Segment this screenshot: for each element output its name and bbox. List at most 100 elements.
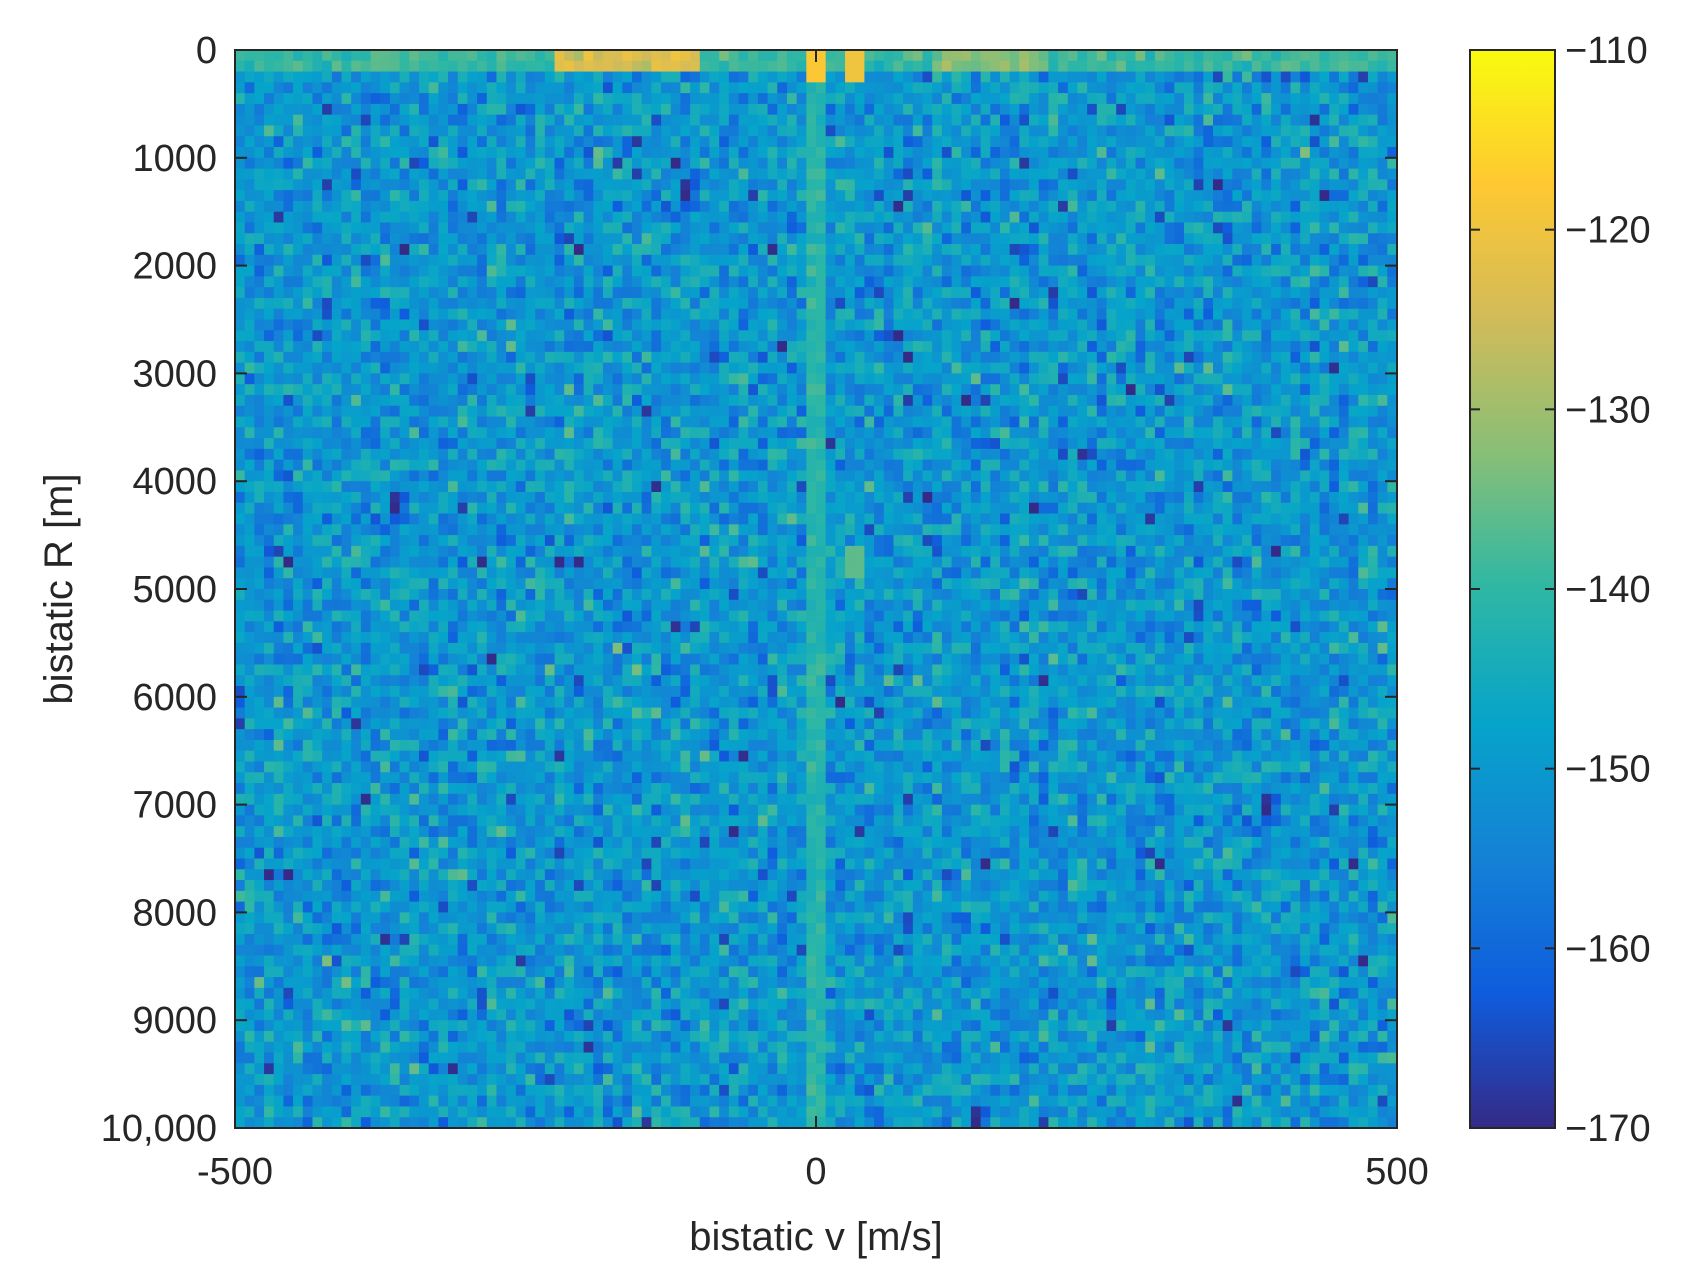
heatmap-cell xyxy=(661,244,672,256)
heatmap-cell xyxy=(651,200,662,213)
heatmap-cell xyxy=(515,265,527,277)
heatmap-cell xyxy=(632,362,643,374)
heatmap-cell xyxy=(767,71,778,83)
heatmap-cell xyxy=(854,136,866,148)
heatmap-cell xyxy=(1174,200,1185,213)
heatmap-cell xyxy=(1377,287,1388,299)
heatmap-cell xyxy=(389,71,401,83)
heatmap-cell xyxy=(418,71,430,83)
heatmap-cell xyxy=(612,71,623,83)
heatmap-cell xyxy=(564,179,575,191)
heatmap-cell xyxy=(1145,459,1156,472)
heatmap-cell xyxy=(757,211,769,224)
heatmap-cell xyxy=(680,416,691,428)
heatmap-cell xyxy=(709,276,720,288)
heatmap-cell xyxy=(903,362,914,374)
heatmap-cell xyxy=(912,233,924,245)
heatmap-cell xyxy=(912,470,924,482)
heatmap-cell xyxy=(854,244,866,256)
heatmap-cell xyxy=(1329,405,1340,418)
heatmap-cell xyxy=(244,276,255,288)
heatmap-cell xyxy=(506,50,517,62)
heatmap-cell xyxy=(1048,351,1059,364)
heatmap-cell xyxy=(322,244,333,256)
heatmap-cell xyxy=(622,297,633,310)
heatmap-cell xyxy=(845,448,856,461)
heatmap-cell xyxy=(1077,125,1088,137)
heatmap-cell xyxy=(370,233,381,245)
heatmap-cell xyxy=(1145,481,1156,493)
heatmap-cell xyxy=(1271,50,1282,62)
heatmap-cell xyxy=(709,168,720,180)
heatmap-cell xyxy=(1300,93,1311,105)
heatmap-cell xyxy=(690,254,701,267)
heatmap-cell xyxy=(273,405,285,418)
heatmap-cell xyxy=(409,470,420,482)
heatmap-cell xyxy=(999,373,1011,385)
heatmap-cell xyxy=(351,211,362,224)
heatmap-cell xyxy=(680,200,691,213)
heatmap-cell xyxy=(535,394,546,407)
heatmap-cell xyxy=(273,222,285,234)
heatmap-cell xyxy=(1116,448,1127,461)
heatmap-cell xyxy=(583,362,594,374)
heatmap-cell xyxy=(477,427,488,439)
heatmap-cell xyxy=(593,297,604,310)
heatmap-cell xyxy=(535,147,546,159)
heatmap-cell xyxy=(816,416,827,428)
heatmap-cell xyxy=(235,244,246,256)
heatmap-cell xyxy=(680,211,691,224)
heatmap-cell xyxy=(738,384,749,396)
heatmap-cell xyxy=(1087,438,1098,450)
heatmap-cell xyxy=(835,50,846,62)
heatmap-cell xyxy=(1222,448,1233,461)
heatmap-cell xyxy=(1222,114,1233,127)
heatmap-cell xyxy=(254,470,265,482)
heatmap-cell xyxy=(1203,168,1214,180)
heatmap-cell xyxy=(486,211,498,224)
heatmap-cell xyxy=(515,416,527,428)
heatmap-cell xyxy=(622,384,633,396)
heatmap-cell xyxy=(496,136,507,148)
heatmap-cell xyxy=(767,438,778,450)
heatmap-cell xyxy=(893,265,904,277)
heatmap-cell xyxy=(670,394,682,407)
heatmap-cell xyxy=(748,491,759,504)
heatmap-cell xyxy=(845,341,856,353)
heatmap-cell xyxy=(380,297,391,310)
heatmap-cell xyxy=(941,405,953,418)
heatmap-cell xyxy=(602,71,614,83)
heatmap-cell xyxy=(283,276,294,288)
heatmap-cell xyxy=(1203,179,1214,191)
heatmap-cell xyxy=(796,297,807,310)
heatmap-cell xyxy=(1251,114,1263,127)
heatmap-cell xyxy=(1377,297,1388,310)
heatmap-cell xyxy=(728,481,740,493)
heatmap-cell xyxy=(1261,190,1272,202)
heatmap-cell xyxy=(564,168,575,180)
heatmap-cell xyxy=(448,362,459,374)
heatmap-cell xyxy=(980,93,991,105)
heatmap-cell xyxy=(680,481,691,493)
heatmap-cell xyxy=(515,438,527,450)
heatmap-cell xyxy=(1096,416,1108,428)
heatmap-cell xyxy=(690,233,701,245)
heatmap-cell xyxy=(1116,71,1127,83)
heatmap-cell xyxy=(564,276,575,288)
heatmap-cell xyxy=(874,427,885,439)
heatmap-cell xyxy=(874,233,885,245)
heatmap-cell xyxy=(680,190,691,202)
heatmap-cell xyxy=(1358,448,1369,461)
heatmap-cell xyxy=(1174,308,1185,321)
heatmap-cell xyxy=(825,341,836,353)
heatmap-cell xyxy=(244,168,255,180)
heatmap-cell xyxy=(951,103,962,116)
heatmap-cell xyxy=(428,254,439,267)
heatmap-cell xyxy=(1077,405,1088,418)
heatmap-cell xyxy=(438,308,449,321)
heatmap-cell xyxy=(486,190,498,202)
heatmap-cell xyxy=(864,71,875,83)
heatmap-cell xyxy=(593,82,604,94)
heatmap-cell xyxy=(1135,319,1146,331)
heatmap-cell xyxy=(699,276,711,288)
